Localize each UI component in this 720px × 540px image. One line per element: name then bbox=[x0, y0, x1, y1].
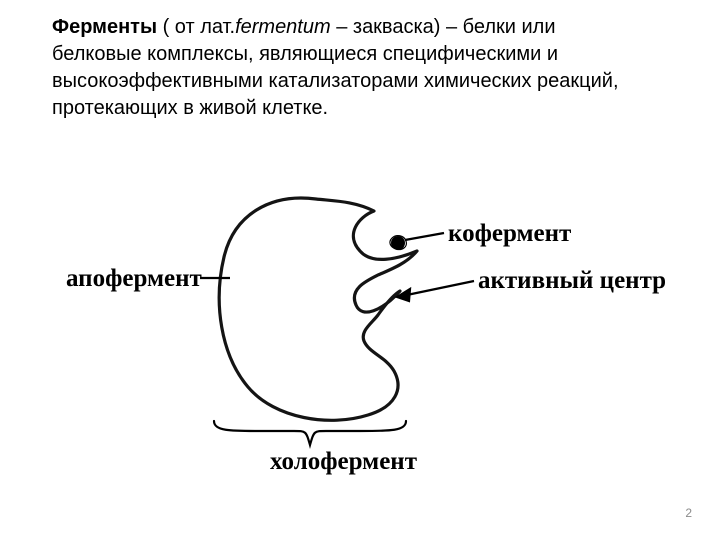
label-coenzyme: кофермент bbox=[448, 220, 571, 248]
etym-italic: fermentum bbox=[235, 16, 331, 38]
page-number: 2 bbox=[685, 506, 692, 520]
leader-active-site bbox=[397, 281, 474, 301]
leader-coenzyme bbox=[405, 233, 444, 240]
etym-prefix: ( от лат. bbox=[157, 16, 235, 38]
label-holoenzyme: холофермент bbox=[270, 448, 417, 476]
coenzyme-dot-icon bbox=[390, 236, 406, 250]
enzyme-outline bbox=[219, 198, 417, 420]
label-apoenzyme: апофермент bbox=[66, 265, 202, 293]
definition-paragraph: Ферменты ( от лат.fermentum – закваска) … bbox=[52, 14, 642, 122]
term: Ферменты bbox=[52, 16, 157, 38]
enzyme-diagram: апофермент кофермент активный центр холо… bbox=[0, 165, 720, 505]
holoenzyme-brace bbox=[214, 421, 406, 445]
label-active-site: активный центр bbox=[478, 267, 666, 295]
